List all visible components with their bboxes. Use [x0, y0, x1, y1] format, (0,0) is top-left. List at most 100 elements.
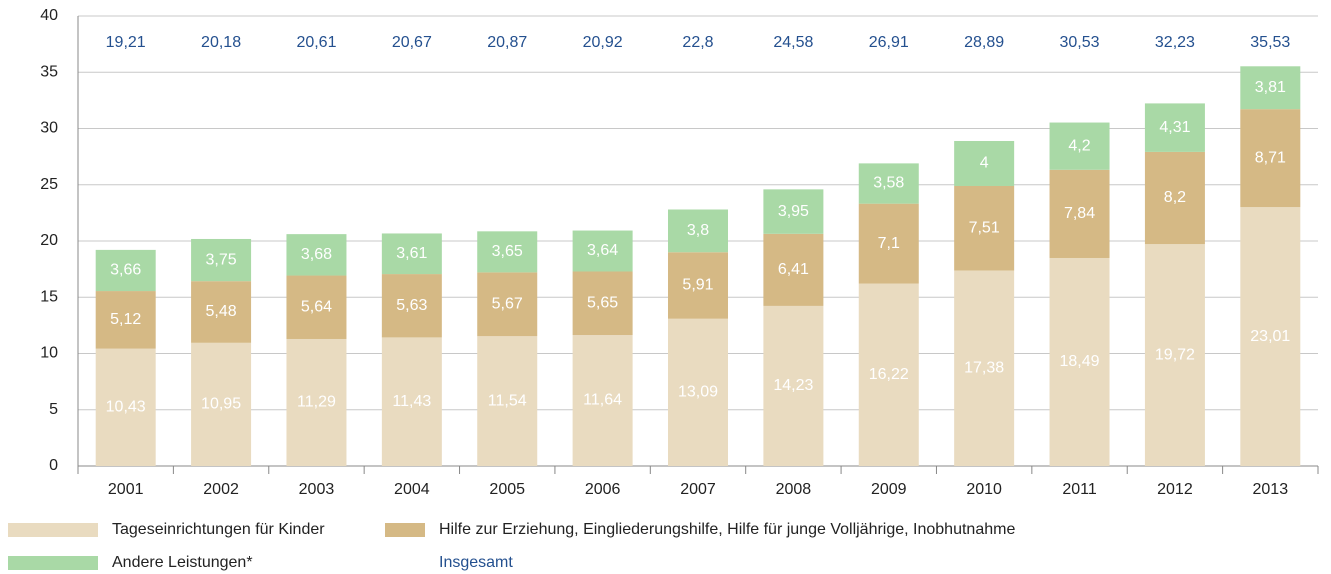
total-label: 20,67: [392, 34, 432, 51]
bar-segment: [1240, 66, 1301, 110]
bar-segment: [381, 337, 442, 466]
data-label: 5,64: [301, 298, 332, 315]
data-label: 19,72: [1155, 346, 1195, 363]
y-tick-label: 5: [49, 401, 58, 418]
bar-segment: [381, 233, 442, 275]
x-tick-label: 2006: [585, 481, 621, 498]
data-label: 3,61: [396, 245, 427, 262]
total-label: 20,61: [296, 34, 336, 51]
x-tick-label: 2001: [108, 481, 144, 498]
legend-label: Insgesamt: [439, 554, 513, 571]
data-label: 11,29: [297, 394, 336, 411]
x-tick-label: 2008: [776, 481, 812, 498]
bar-segment: [191, 342, 252, 466]
y-tick-label: 35: [40, 63, 58, 80]
bar-segment: [954, 270, 1015, 466]
bar-segment: [477, 336, 538, 466]
y-tick-label: 30: [40, 120, 58, 137]
total-label: 26,91: [869, 34, 909, 51]
data-label: 14,23: [773, 377, 813, 394]
bar-segment: [763, 189, 824, 234]
x-tick-label: 2004: [394, 481, 430, 498]
y-tick-label: 10: [40, 345, 58, 362]
legend-swatch: [8, 556, 98, 570]
total-label: 20,92: [583, 34, 623, 51]
bar-segment: [1049, 257, 1110, 466]
data-label: 5,48: [206, 303, 237, 320]
total-label: 32,23: [1155, 34, 1195, 51]
data-label: 4,31: [1159, 119, 1190, 136]
bar-segment: [1240, 109, 1301, 208]
data-label: 5,12: [110, 311, 141, 328]
bar-segment: [191, 281, 252, 343]
bar-segment: [668, 252, 728, 319]
data-label: 3,64: [587, 242, 618, 259]
x-tick-label: 2010: [966, 481, 1002, 498]
y-tick-label: 25: [40, 176, 58, 193]
bar-segment: [572, 271, 633, 336]
x-tick-label: 2012: [1157, 481, 1193, 498]
total-label: 20,18: [201, 34, 241, 51]
bar-segment: [477, 231, 538, 273]
data-label: 7,51: [969, 219, 1000, 236]
bar-segment: [1240, 207, 1301, 466]
x-tick-label: 2009: [871, 481, 907, 498]
data-label: 3,66: [110, 262, 141, 279]
data-label: 5,65: [587, 294, 618, 311]
data-label: 11,54: [488, 392, 527, 409]
data-label: 17,38: [964, 359, 1004, 376]
total-label: 28,89: [964, 34, 1004, 51]
bar-segment: [763, 233, 824, 306]
legend-swatch: [385, 523, 425, 537]
data-label: 11,43: [392, 393, 431, 410]
data-label: 6,41: [778, 261, 809, 278]
x-tick-label: 2013: [1253, 481, 1289, 498]
total-label: 19,21: [106, 34, 146, 51]
x-tick-label: 2002: [203, 481, 239, 498]
bar-segment: [572, 230, 633, 272]
x-tick-label: 2005: [489, 481, 525, 498]
bar-segment: [1049, 169, 1110, 258]
data-label: 3,8: [687, 222, 709, 239]
data-label: 4: [980, 155, 989, 172]
legend-label: Hilfe zur Erziehung, Eingliederungshilfe…: [439, 521, 1015, 538]
bar-segment: [1144, 244, 1205, 466]
bar-segment: [286, 234, 347, 276]
bar-segment: [668, 209, 728, 253]
data-label: 3,68: [301, 246, 332, 263]
legend-swatch: [8, 523, 98, 537]
data-label: 3,95: [778, 203, 809, 220]
bar-segment: [191, 238, 252, 282]
bar-segment: [858, 283, 919, 466]
data-label: 13,09: [678, 384, 718, 401]
total-label: 24,58: [773, 34, 813, 51]
y-tick-label: 20: [40, 232, 58, 249]
data-label: 8,71: [1255, 149, 1286, 166]
data-label: 3,75: [206, 251, 237, 268]
data-label: 11,64: [583, 392, 622, 409]
total-label: 30,53: [1060, 34, 1100, 51]
data-label: 16,22: [869, 366, 909, 383]
data-label: 18,49: [1060, 353, 1100, 370]
legend-label: Tageseinrichtungen für Kinder: [112, 521, 325, 538]
data-label: 4,2: [1068, 137, 1090, 154]
bar-segment: [858, 163, 919, 204]
bar-segment: [954, 140, 1015, 186]
bar-segment: [95, 291, 156, 349]
bar-segment: [572, 335, 633, 466]
data-label: 10,95: [201, 396, 241, 413]
bar-segment: [954, 185, 1015, 271]
bar-segment: [381, 274, 442, 338]
data-label: 7,84: [1064, 205, 1095, 222]
x-tick-label: 2003: [299, 481, 335, 498]
bar-segment: [95, 348, 156, 466]
bar-segment: [668, 318, 728, 466]
x-tick-label: 2007: [680, 481, 716, 498]
y-tick-label: 15: [40, 288, 58, 305]
bar-segment: [1049, 122, 1110, 170]
bar-segment: [95, 249, 156, 292]
total-label: 35,53: [1250, 34, 1290, 51]
legend-label: Andere Leistungen*: [112, 554, 253, 571]
total-label: 22,8: [682, 34, 713, 51]
